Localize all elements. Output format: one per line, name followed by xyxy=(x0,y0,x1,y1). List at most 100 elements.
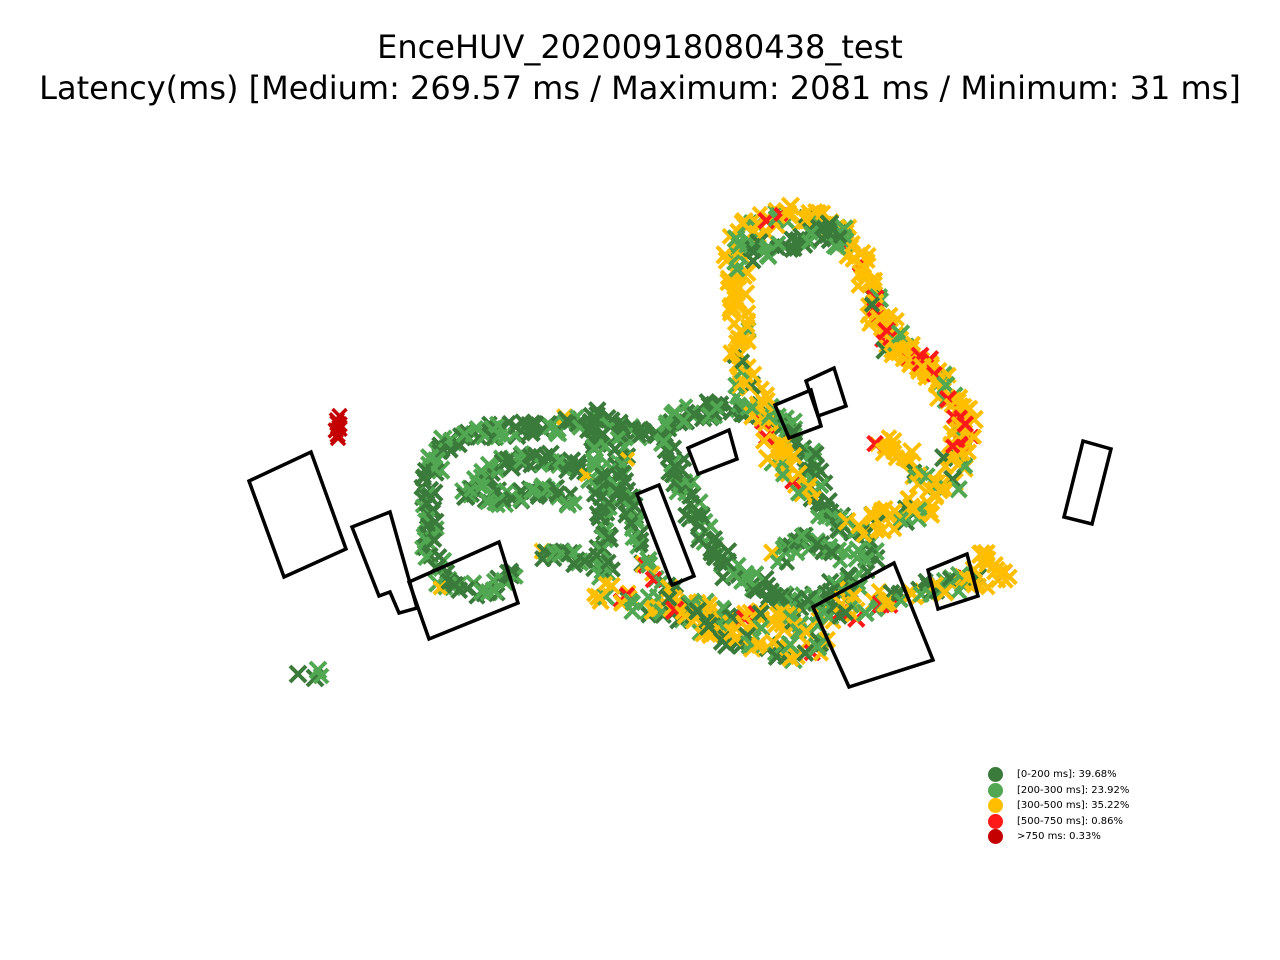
latency-marker xyxy=(764,633,782,652)
latency-marker xyxy=(845,586,863,604)
latency-marker xyxy=(718,542,738,561)
building-outline xyxy=(349,509,420,616)
latency-marker xyxy=(1001,568,1018,586)
latency-marker xyxy=(869,309,888,328)
latency-marker xyxy=(772,587,791,605)
latency-marker xyxy=(588,546,606,564)
latency-marker xyxy=(698,616,719,636)
latency-marker xyxy=(752,618,771,638)
latency-marker xyxy=(455,425,474,444)
latency-marker xyxy=(639,550,658,570)
latency-marker xyxy=(770,235,787,252)
latency-marker xyxy=(689,530,709,549)
legend-marker xyxy=(988,813,1003,829)
building-outline xyxy=(685,427,740,477)
latency-marker xyxy=(822,543,842,562)
legend-label: [0-200 ms]: 39.68% xyxy=(1017,769,1117,780)
legend-label: [300-500 ms]: 35.22% xyxy=(1017,800,1130,811)
latency-marker xyxy=(576,552,593,570)
latency-marker xyxy=(745,581,763,599)
latency-marker xyxy=(927,473,944,491)
latency-marker xyxy=(796,644,815,663)
latency-marker xyxy=(770,434,790,455)
latency-marker xyxy=(568,453,588,473)
latency-marker xyxy=(730,236,749,255)
legend-marker xyxy=(988,782,1003,798)
latency-marker xyxy=(750,636,767,652)
latency-marker xyxy=(733,213,752,233)
latency-marker xyxy=(552,452,568,469)
latency-marker xyxy=(863,296,881,313)
legend-item: [0-200 ms]: 39.68% xyxy=(988,767,1129,783)
building-layer xyxy=(246,365,1114,690)
latency-marker xyxy=(602,576,621,596)
latency-marker xyxy=(484,581,504,600)
latency-marker xyxy=(512,451,531,470)
latency-marker xyxy=(781,649,800,668)
latency-marker xyxy=(775,444,793,462)
latency-marker xyxy=(624,594,642,612)
latency-marker xyxy=(459,580,476,597)
building-outline xyxy=(925,551,981,612)
latency-marker xyxy=(723,622,742,642)
latency-marker xyxy=(836,228,853,244)
latency-marker xyxy=(600,553,617,571)
latency-marker xyxy=(869,522,886,539)
chart-title: EnceHUV_20200918080438_test xyxy=(377,28,903,66)
latency-marker xyxy=(507,418,525,435)
latency-marker xyxy=(661,445,677,461)
latency-marker xyxy=(581,421,597,437)
legend: [0-200 ms]: 39.68% [200-300 ms]: 23.92% [3… xyxy=(988,767,1129,845)
latency-marker xyxy=(935,582,955,602)
latency-marker xyxy=(312,667,330,685)
building-outline xyxy=(772,387,824,441)
latency-marker xyxy=(836,604,855,622)
latency-marker xyxy=(803,225,820,241)
latency-marker xyxy=(850,517,868,535)
latency-marker xyxy=(681,404,701,424)
latency-marker xyxy=(780,634,800,655)
latency-marker xyxy=(585,484,605,503)
latency-marker xyxy=(893,592,909,609)
latency-marker xyxy=(722,344,742,363)
latency-marker xyxy=(744,252,762,270)
legend-label: [500-750 ms]: 0.86% xyxy=(1017,815,1124,827)
legend-item: >750 ms: 0.33% xyxy=(988,829,1129,845)
latency-marker xyxy=(754,431,773,450)
latency-marker xyxy=(949,480,968,499)
building-outline xyxy=(803,365,849,419)
building-outline xyxy=(1061,438,1114,527)
latency-marker xyxy=(654,432,673,451)
latency-marker xyxy=(709,400,725,415)
latency-marker xyxy=(463,482,479,498)
latency-marker xyxy=(832,229,848,245)
latency-marker xyxy=(902,454,918,470)
latency-marker xyxy=(945,438,961,454)
latency-marker xyxy=(451,437,468,454)
latency-marker xyxy=(811,462,830,481)
latency-marker xyxy=(897,340,913,355)
latency-marker xyxy=(744,399,761,416)
latency-marker xyxy=(782,609,799,625)
latency-marker xyxy=(872,520,892,540)
latency-marker xyxy=(885,443,902,461)
latency-marker xyxy=(814,204,832,222)
latency-marker xyxy=(836,544,853,560)
legend-marker xyxy=(988,767,1003,783)
building-outline xyxy=(634,482,697,588)
latency-marker xyxy=(419,517,436,534)
latency-marker xyxy=(502,457,522,477)
latency-marker xyxy=(288,664,308,684)
latency-marker xyxy=(596,587,616,606)
latency-marker xyxy=(789,464,808,484)
building-outline xyxy=(406,539,521,642)
latency-marker xyxy=(660,590,678,607)
latency-marker xyxy=(329,426,346,444)
building-outline xyxy=(246,449,349,580)
latency-marker xyxy=(629,537,647,555)
legend-marker xyxy=(988,829,1003,845)
latency-marker xyxy=(843,238,860,254)
latency-marker xyxy=(566,494,583,512)
latency-marker xyxy=(739,332,756,349)
